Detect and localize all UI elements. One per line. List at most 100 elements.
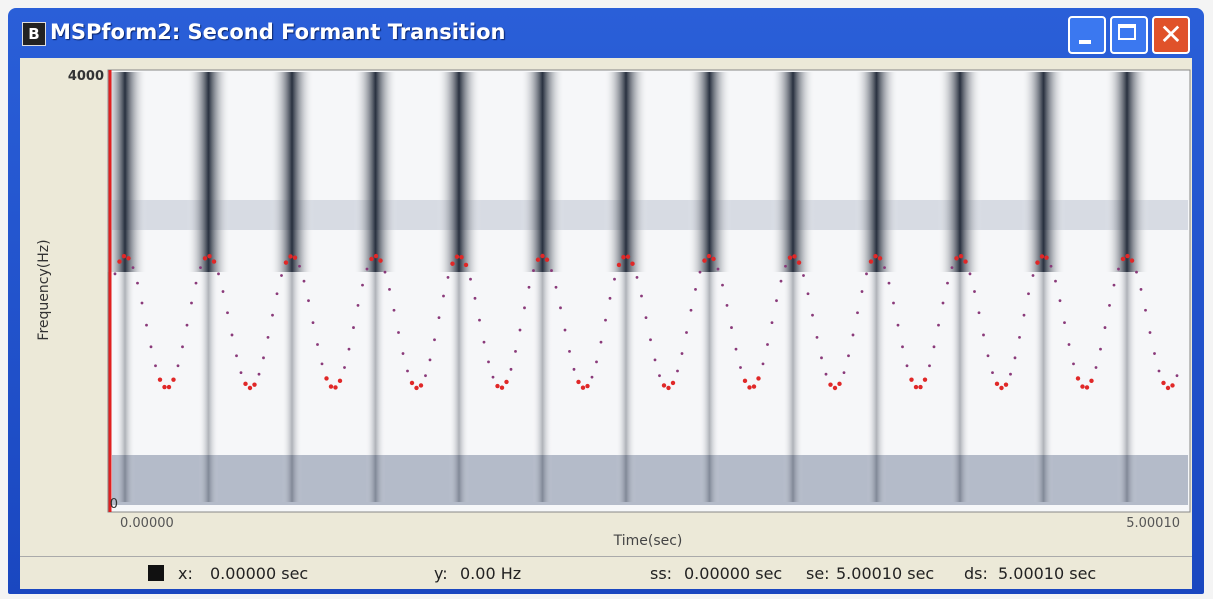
x-end-label: 5.00010	[1126, 516, 1180, 531]
texture	[1113, 284, 1116, 287]
texture	[316, 343, 319, 346]
texture	[802, 274, 805, 277]
texture	[788, 255, 792, 259]
status-x-label: x:	[178, 564, 193, 583]
texture	[384, 271, 387, 274]
texture	[141, 302, 144, 305]
status-icon	[148, 565, 164, 581]
texture	[942, 302, 945, 305]
texture	[811, 314, 814, 317]
texture	[762, 362, 765, 365]
texture	[852, 334, 855, 337]
texture	[855, 72, 899, 272]
texture	[171, 377, 175, 381]
texture	[662, 383, 666, 387]
texture	[973, 290, 976, 293]
texture	[649, 338, 652, 341]
texture	[495, 384, 499, 388]
texture	[581, 386, 585, 390]
texture	[869, 259, 873, 263]
texture	[270, 72, 314, 272]
texture	[500, 386, 504, 390]
texture	[1014, 356, 1017, 359]
texture	[743, 379, 747, 383]
texture	[226, 311, 229, 314]
y-max-label: 4000	[68, 69, 104, 84]
texture	[280, 274, 283, 277]
texture	[115, 272, 135, 502]
texture	[114, 272, 117, 275]
texture	[374, 254, 378, 258]
texture	[533, 272, 553, 502]
texture	[991, 371, 994, 374]
texture	[995, 382, 999, 386]
texture	[437, 72, 481, 272]
texture	[504, 380, 508, 384]
texture	[187, 72, 231, 272]
texture	[550, 269, 553, 272]
texture	[897, 324, 900, 327]
texture	[1095, 366, 1098, 369]
texture	[906, 364, 909, 367]
texture	[419, 383, 423, 387]
texture	[333, 385, 337, 389]
texture	[483, 341, 486, 344]
texture	[369, 257, 373, 261]
texture	[923, 377, 927, 381]
texture	[158, 377, 162, 381]
texture	[833, 386, 837, 390]
texture	[282, 272, 302, 502]
texture	[532, 269, 535, 272]
texture	[1121, 257, 1125, 261]
texture	[338, 379, 342, 383]
texture	[568, 350, 571, 353]
texture	[978, 311, 981, 314]
status-ss-label: ss:	[650, 564, 672, 583]
texture	[252, 382, 256, 386]
texture	[645, 316, 648, 319]
texture	[469, 278, 472, 281]
texture	[112, 455, 1188, 505]
texture	[982, 334, 985, 337]
texture	[676, 370, 679, 373]
texture	[348, 348, 351, 351]
texture	[816, 336, 819, 339]
texture	[122, 254, 126, 258]
texture	[1023, 314, 1026, 317]
y-axis-label: Frequency(Hz)	[36, 239, 52, 340]
texture	[528, 286, 531, 289]
texture	[329, 384, 333, 388]
texture	[162, 385, 166, 389]
texture	[700, 272, 720, 502]
texture	[585, 384, 589, 388]
texture	[730, 326, 733, 329]
texture	[617, 263, 621, 267]
texture	[999, 386, 1003, 390]
texture	[126, 256, 130, 260]
texture	[933, 345, 936, 348]
texture	[199, 266, 202, 269]
texture	[681, 352, 684, 355]
texture	[1072, 362, 1075, 365]
texture	[1018, 336, 1021, 339]
texture	[969, 272, 972, 275]
texture	[914, 385, 918, 389]
texture	[167, 385, 171, 389]
texture	[1170, 383, 1174, 387]
texture	[1104, 326, 1107, 329]
texture	[540, 254, 544, 258]
texture	[352, 326, 355, 329]
texture	[298, 265, 301, 268]
texture	[312, 321, 315, 324]
texture	[963, 259, 967, 263]
status-bar: x: 0.00000 sec y: 0.00 Hz ss: 0.00000 se…	[20, 556, 1192, 589]
texture	[217, 272, 220, 275]
texture	[688, 72, 732, 272]
texture	[1099, 348, 1102, 351]
texture	[1050, 265, 1053, 268]
texture	[378, 258, 382, 262]
texture	[145, 324, 148, 327]
texture	[190, 302, 193, 305]
texture	[626, 255, 630, 259]
status-x-value: 0.00000 sec	[210, 564, 308, 583]
